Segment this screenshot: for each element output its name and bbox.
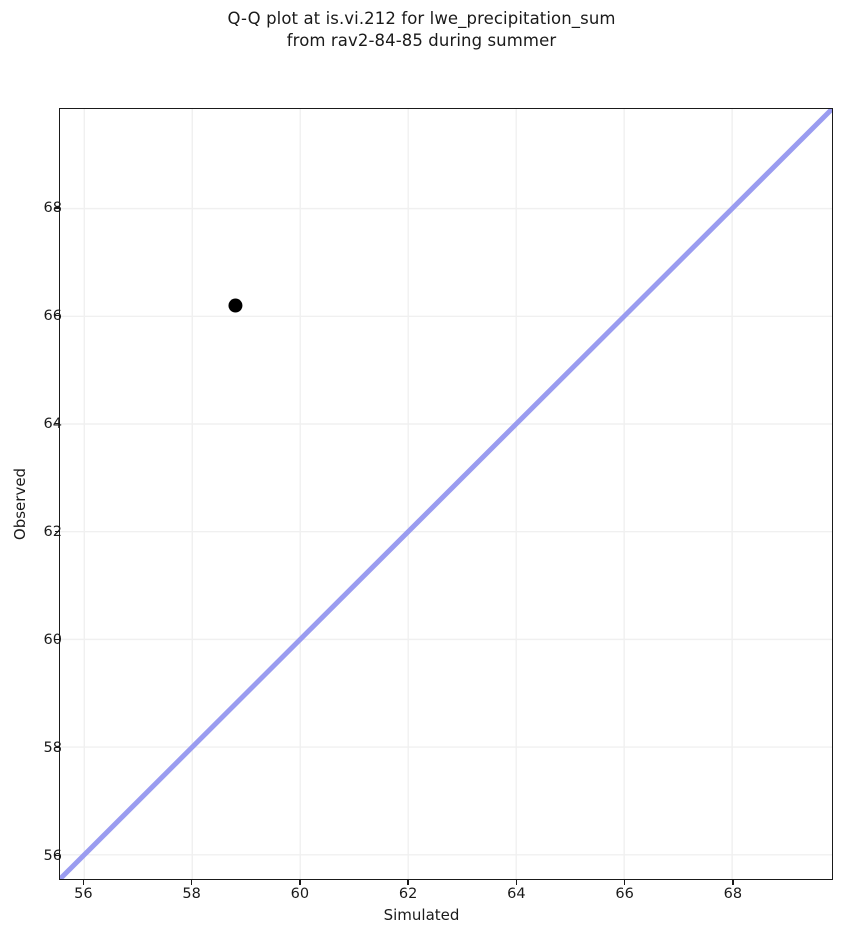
y-tick-label: 60 — [43, 631, 62, 648]
y-tick-label: 68 — [43, 199, 62, 216]
x-tick-mark — [732, 880, 734, 885]
y-tick-mark — [54, 531, 59, 533]
x-tick-label: 56 — [74, 886, 93, 902]
x-tick-mark — [82, 880, 84, 885]
x-tick-mark — [299, 880, 301, 885]
y-tick-label: 62 — [43, 523, 62, 540]
y-tick-mark — [54, 639, 59, 641]
x-tick-mark — [623, 880, 626, 885]
x-tick-label: 64 — [507, 886, 526, 902]
y-tick-label: 58 — [43, 739, 62, 756]
plot-title: Q-Q plot at is.vi.212 for lwe_precipitat… — [0, 8, 843, 52]
x-tick-mark — [190, 880, 193, 885]
y-tick-mark — [54, 315, 59, 317]
plot-axes-area — [59, 108, 833, 880]
y-tick-label: 64 — [43, 415, 62, 432]
x-tick-label: 60 — [290, 886, 310, 902]
x-axis-label: Simulated — [383, 906, 460, 924]
x-tick-mark — [407, 880, 409, 885]
x-tick-label: 68 — [723, 886, 743, 902]
y-tick-mark — [54, 207, 59, 209]
reference-line — [60, 109, 832, 879]
x-tick-mark — [515, 880, 517, 885]
y-tick-mark — [54, 423, 59, 425]
y-tick-label: 56 — [43, 847, 62, 864]
plot-title-line-2: from rav2-84-85 during summer — [286, 31, 557, 50]
x-tick-label: 62 — [398, 886, 418, 902]
y-tick-mark — [54, 747, 59, 749]
y-axis-label: Observed — [11, 467, 29, 541]
y-tick-label: 66 — [43, 307, 62, 324]
x-tick-label: 66 — [615, 886, 634, 902]
gridlines-group — [60, 109, 832, 879]
x-tick-label: 58 — [182, 886, 201, 902]
reference-line-group — [60, 109, 832, 879]
plot-title-line-1: Q-Q plot at is.vi.212 for lwe_precipitat… — [227, 9, 616, 28]
data-point-marker — [228, 298, 243, 313]
plot-drawing-surface — [60, 109, 832, 879]
data-points-group — [228, 298, 243, 313]
y-axis-label-wrapper: Observed — [10, 108, 30, 880]
y-tick-mark — [54, 855, 59, 857]
